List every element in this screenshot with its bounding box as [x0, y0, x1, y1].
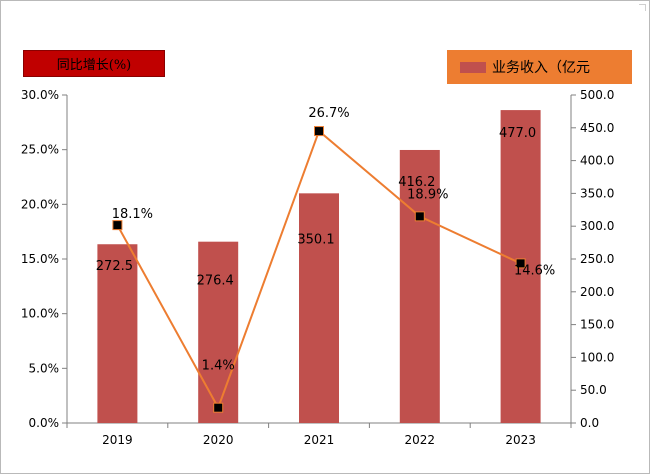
revenue-bar — [97, 244, 138, 423]
right-tick-label: 450.0 — [580, 121, 614, 135]
left-tick-label: 15.0% — [21, 252, 59, 266]
revenue-data-label: 416.2 — [398, 175, 435, 190]
right-tick-label: 100.0 — [580, 350, 614, 364]
revenue-data-label: 272.5 — [96, 259, 133, 274]
growth-data-label: 26.7% — [308, 106, 349, 121]
revenue-bar — [299, 193, 339, 423]
right-tick-label: 350.0 — [580, 186, 614, 200]
right-tick-label: 200.0 — [580, 285, 614, 299]
legend-growth: 同比增长(%) — [23, 50, 165, 77]
growth-marker — [112, 220, 123, 231]
x-tick-label: 2020 — [203, 433, 234, 447]
growth-marker — [314, 126, 324, 137]
data-labels: 272.5 276.4 350.1 416.2 477.0 18.1% 1.4% 26.7% 1… — [96, 106, 555, 374]
right-tick-label: 500.0 — [580, 88, 614, 102]
revenue-data-label: 350.1 — [297, 232, 334, 247]
growth-data-label: 18.9% — [407, 187, 448, 202]
left-tick-label: 20.0% — [21, 197, 59, 211]
left-tick-label: 10.0% — [21, 307, 59, 321]
left-tick-label: 25.0% — [21, 143, 59, 157]
right-tick-label: 250.0 — [580, 252, 614, 266]
x-tick-label: 2021 — [304, 433, 335, 447]
left-tick-label: 0.0% — [29, 416, 60, 430]
right-tick-label: 400.0 — [580, 154, 614, 168]
revenue-bar — [399, 149, 440, 424]
growth-marker — [414, 211, 425, 222]
right-tick-label: 0.0 — [580, 416, 599, 430]
legend-growth-label: 同比增长(%) — [56, 58, 132, 73]
bar-series — [97, 110, 541, 424]
line-series — [112, 126, 526, 413]
growth-data-label: 1.4% — [202, 359, 235, 374]
x-tick-label: 2019 — [102, 433, 133, 447]
legend-revenue-swatch — [460, 61, 486, 73]
revenue-data-label: 477.0 — [499, 126, 536, 141]
revenue-data-label: 276.4 — [197, 274, 234, 289]
left-tick-label: 30.0% — [21, 88, 59, 102]
growth-marker — [515, 258, 526, 269]
growth-marker — [213, 402, 224, 413]
right-tick-label: 50.0 — [580, 383, 607, 397]
right-tick-label: 150.0 — [580, 318, 614, 332]
x-tick-label: 2022 — [405, 433, 436, 447]
left-tick-label: 5.0% — [29, 361, 60, 375]
growth-data-label: 18.1% — [112, 207, 153, 222]
legend-revenue: 业务收入（亿元 — [447, 50, 632, 84]
revenue-bar — [198, 241, 239, 423]
corner-mark — [639, 4, 646, 11]
growth-data-label: 14.6% — [514, 263, 555, 278]
chart-axes: 0.0% 5.0% 10.0% 15.0% 20.0% 25.0% 30.0% 0.0 50.0… — [21, 88, 614, 447]
legend-revenue-label: 业务收入（亿元 — [492, 60, 590, 76]
x-tick-label: 2023 — [505, 433, 536, 447]
right-tick-label: 300.0 — [580, 219, 614, 233]
